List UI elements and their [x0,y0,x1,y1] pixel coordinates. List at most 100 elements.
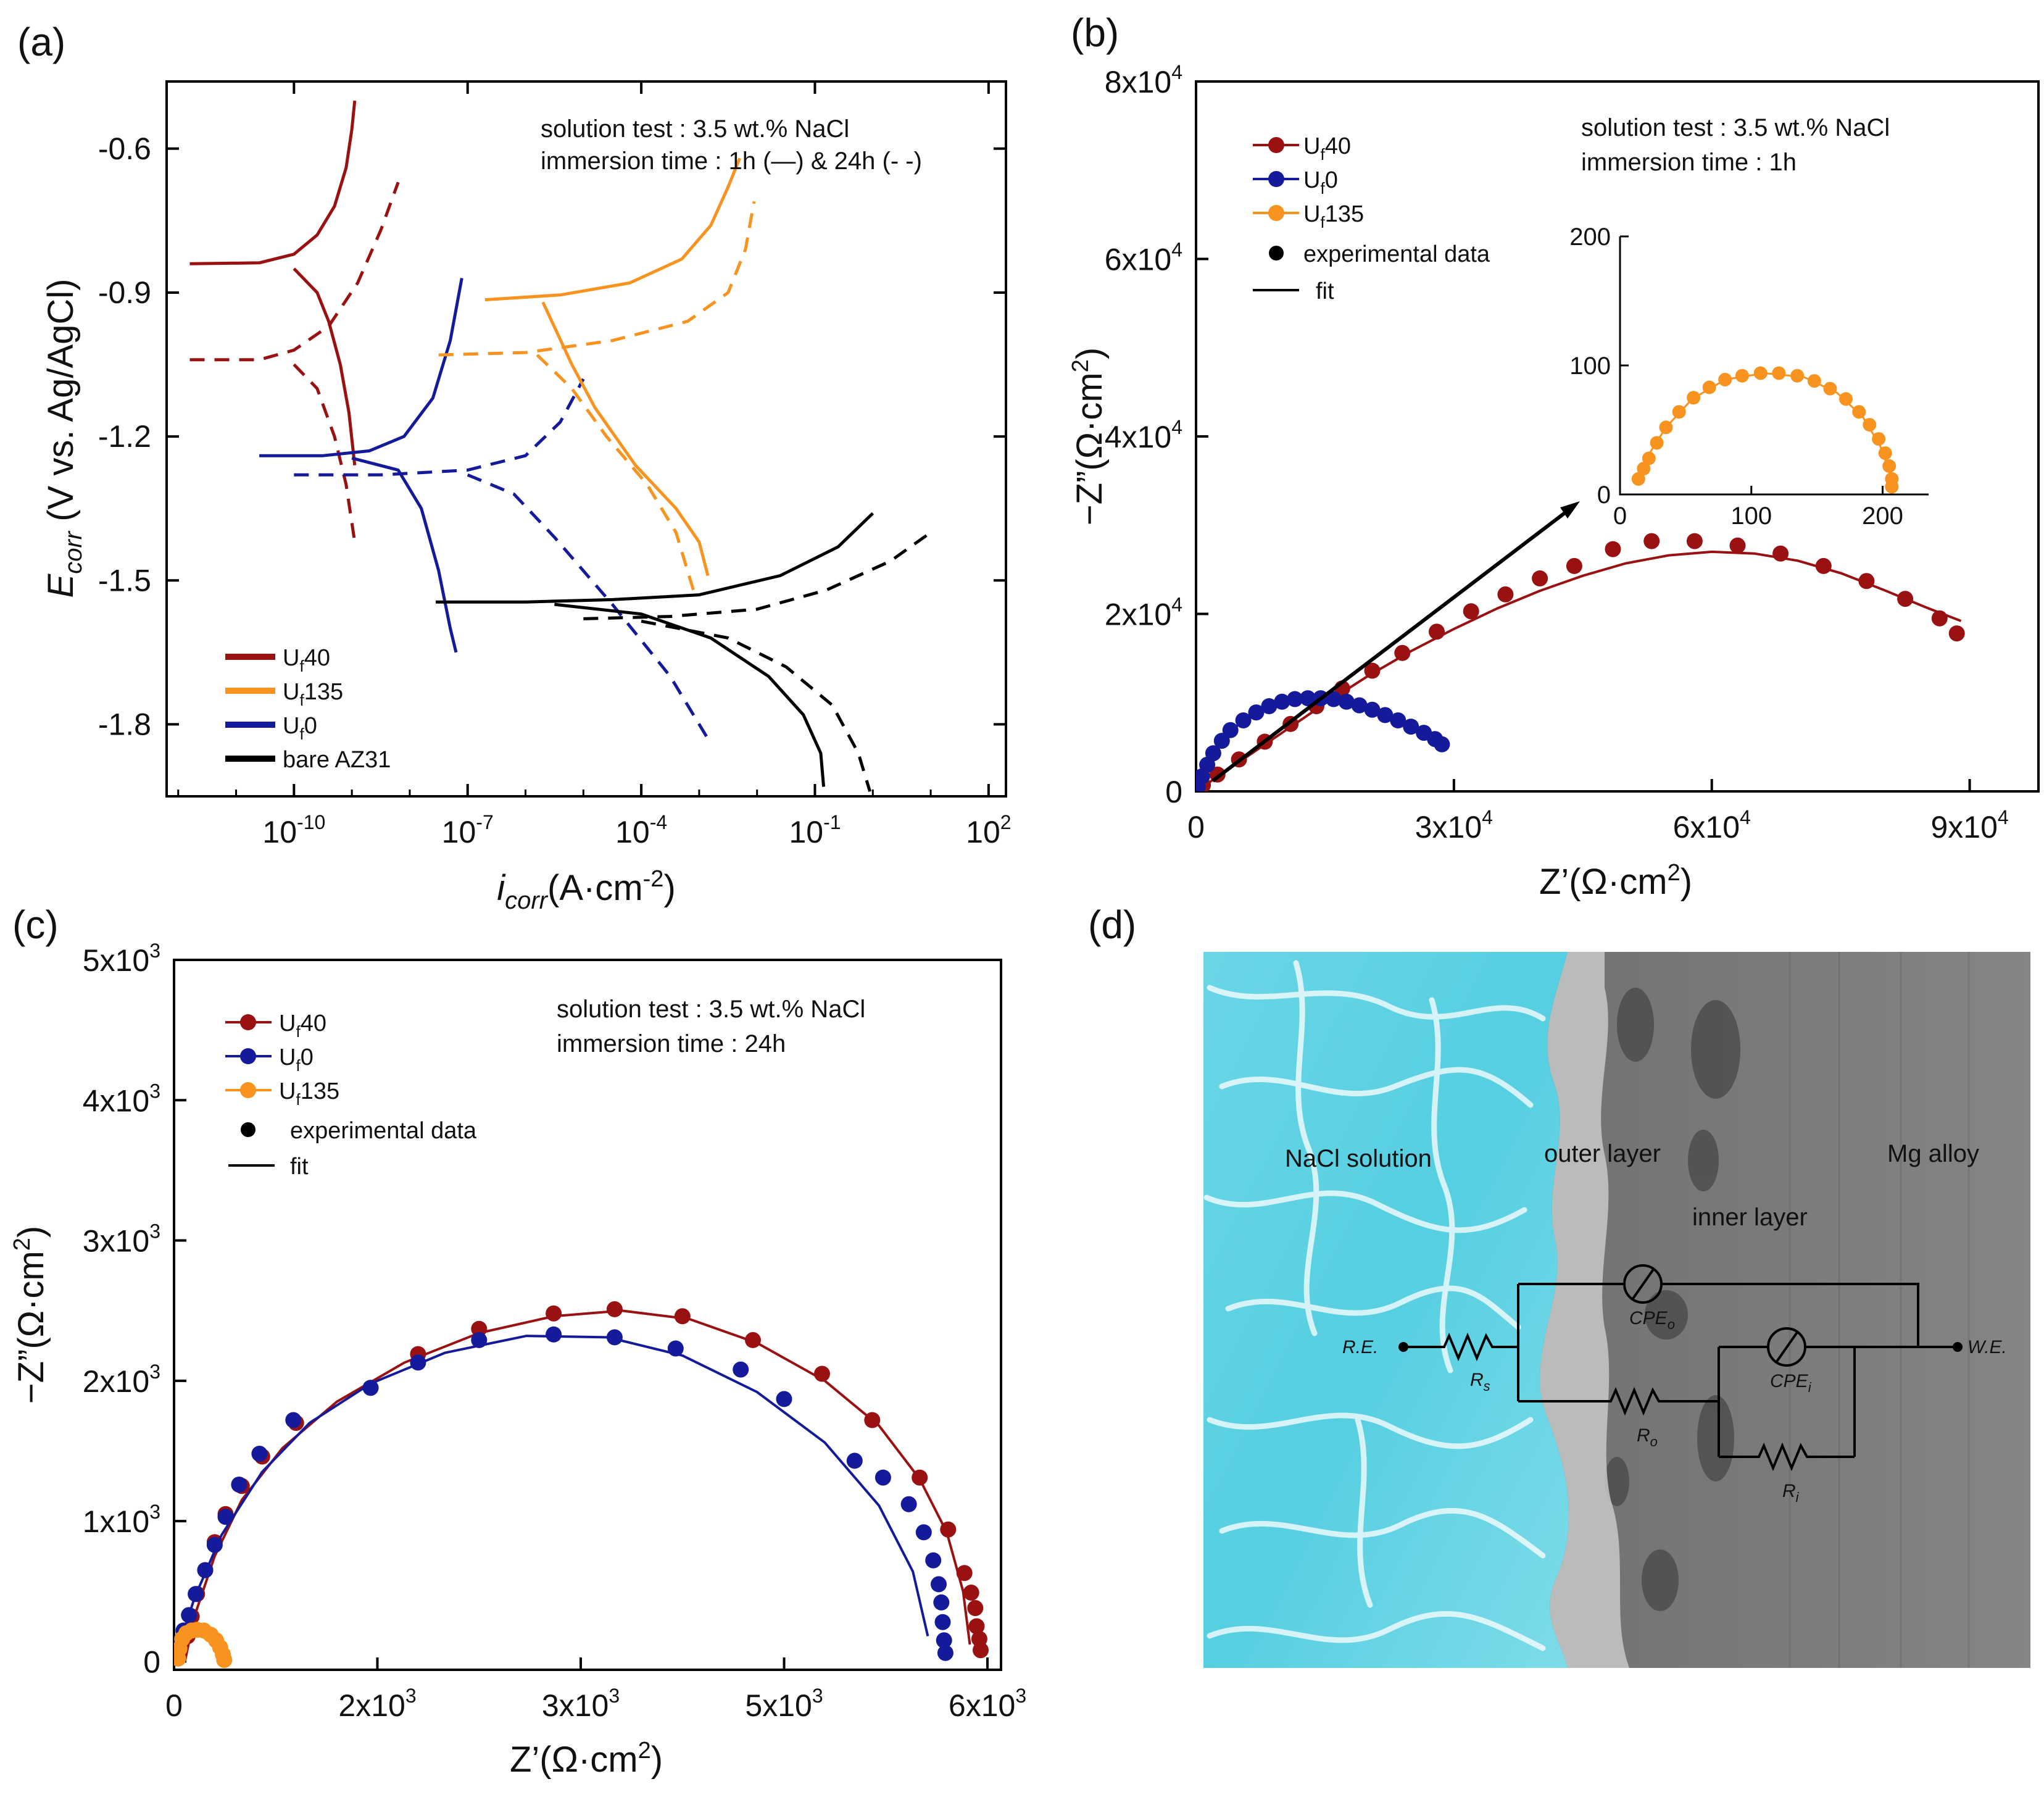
panel-a-ylabel: Ecorr (V vs. Ag/AgCl) [41,279,87,598]
c-series-1 [183,1309,971,1662]
a-series-11 [536,354,695,591]
a-series-1 [293,267,357,465]
c-series-2-point-22 [915,1524,932,1541]
c-xtick-label-1: 2x103 [338,1685,416,1723]
c-series-2-point-26 [934,1614,951,1630]
legend-uf135-label: Uf135 [283,679,343,709]
b-series-2-point-5 [1222,722,1239,738]
a-ytick-label-0: -0.6 [98,131,151,166]
panel-a: (a) 10-10 10-7 10-4 10-1 102 -0.6 -0.9 -1.2 -1.5… [17,20,1012,914]
legend-uf0-label: Uf0 [283,713,317,743]
a-ytick-label-4: -1.8 [98,707,151,741]
panel-b-series [1196,533,1965,791]
a-ytick-label-3: -1.5 [98,563,151,598]
c-ytick-label-4: 4x103 [83,1080,160,1118]
a-series-3 [293,363,357,543]
a-series-7 [467,473,712,744]
a-series-12 [436,512,875,604]
b-xtick-label-2: 6x104 [1673,806,1751,844]
a-xtick-label-3: 10-1 [789,811,841,849]
cross-section-image [1203,952,2030,1668]
inset-series-0-point-16 [1852,405,1866,419]
panel-b-annotation-1: solution test : 3.5 wt.% NaCl [1581,114,1890,141]
c-series-0-point-13 [606,1301,623,1317]
panel-a-label: (a) [17,20,65,64]
panel-a-frame [165,80,1007,798]
b-ytick-label-2: 4x104 [1105,416,1182,454]
legend-c-marker-uf40 [240,1014,256,1030]
c-series-2-point-15 [606,1329,623,1346]
c-series-2-point-14 [546,1326,562,1343]
resistor-ri [1719,1442,1855,1472]
b-series-2-point-10 [1287,691,1303,707]
legend-b-marker-exp [1269,246,1284,260]
resistor-rs [1403,1332,1518,1362]
panel-c-legend: Uf40 Uf0 Uf135 experimental data fit [225,1011,477,1180]
panel-b-legend: Uf40 Uf0 Uf135 experimental data fit [1253,133,1490,304]
panel-a-series [189,100,932,792]
panel-b-ticks: 0 3x104 6x104 9x104 0 2x104 4x104 6x104 8x104 [1105,61,2009,844]
legend-b-uf40-label: Uf40 [1303,133,1351,164]
panel-c-ticks: 0 2x103 3x103 5x103 6x103 0 1x103 2x103 3x103 4x1… [83,940,1026,1723]
label-inner-layer: inner layer [1692,1204,1808,1231]
a-series-10 [438,201,756,357]
legend-c-uf135-label: Uf135 [279,1078,339,1109]
c-ytick-label-2: 2x103 [83,1361,160,1399]
c-series-2-point-25 [933,1594,950,1611]
c-ytick-label-0: 0 [143,1644,160,1679]
c-ytick-label-1: 1x103 [83,1501,160,1539]
panel-c-xlabel: Z’(Ω·cm2) [510,1738,663,1780]
inset-series-0-point-15 [1839,392,1853,406]
circuit-label-re: R.E. [1342,1337,1378,1357]
c-series-2-point-11 [362,1380,379,1396]
c-series-2-point-17 [733,1361,749,1378]
b-series-0-point-14 [1605,541,1621,557]
panel-b-inset: 0 100 200 0 100 200 [1569,223,1929,530]
inset-arrowhead [1560,501,1580,519]
a-xtick-label-2: 10-4 [615,811,667,849]
inset-ticks: 0 100 200 0 100 200 [1569,223,1903,530]
c-ytick-label-3: 3x103 [83,1220,160,1259]
c-series-0-point-21 [963,1585,979,1601]
c-series-5 [175,1628,226,1662]
c-series-2-point-28 [937,1644,953,1661]
b-xtick-label-1: 3x104 [1415,806,1493,844]
c-series-2-point-8 [231,1477,247,1493]
equivalent-circuit [1398,1264,1963,1472]
inset-series [1631,366,1899,494]
b-series-0-point-10 [1463,603,1479,620]
a-series-6 [294,378,585,477]
circuit-label-we: W.E. [1967,1337,2007,1357]
a-xtick-label-1: 10-7 [442,811,494,849]
inset-series-0-point-13 [1807,374,1821,388]
c-series-2-point-20 [875,1469,891,1486]
c-xtick-label-4: 6x103 [949,1685,1026,1723]
b-ytick-label-4: 8x104 [1105,61,1182,99]
b-series-3 [1196,697,1444,791]
inset-series-0-point-9 [1735,369,1749,383]
a-series-15 [641,619,871,792]
panel-b-ylabel: −Z”(Ω·cm2) [1068,348,1110,525]
legend-c-marker-exp [241,1122,255,1137]
we-terminal [1953,1342,1963,1352]
legend-b-marker-uf0 [1268,171,1284,187]
c-xtick-label-0: 0 [165,1688,183,1723]
panel-c-frame [173,959,1002,1671]
c-series-2-point-7 [217,1509,234,1525]
outer-layer-region [1540,952,1629,1668]
inset-ytick-label-0: 0 [1597,481,1611,509]
inset-series-1 [1635,372,1893,488]
c-series-0-point-25 [973,1642,989,1659]
c-series-2-point-18 [776,1391,792,1407]
c-series-0-point-23 [968,1618,985,1635]
b-series-2-point-22 [1434,736,1450,752]
c-series-2-point-24 [931,1576,947,1593]
panel-a-ticks: 10-10 10-7 10-4 10-1 102 -0.6 -0.9 -1.2 -1.5 -1.8 [98,81,1012,849]
c-series-0-point-22 [967,1600,984,1616]
c-series-0-point-12 [546,1305,562,1322]
water-caustics [1203,960,1546,1651]
inset-xtick-label-1: 100 [1730,502,1772,530]
c-series-2-point-21 [900,1496,917,1512]
cpe-i-slash [1775,1330,1799,1364]
